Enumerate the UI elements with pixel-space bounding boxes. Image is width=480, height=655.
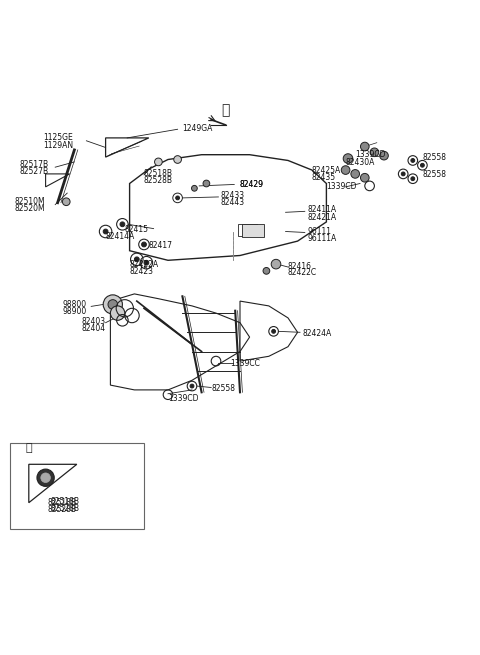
Circle shape <box>343 154 353 163</box>
Text: 82518B: 82518B <box>144 170 173 178</box>
Bar <box>238 224 257 236</box>
Text: 82517B: 82517B <box>19 160 48 169</box>
Text: 82429: 82429 <box>240 180 264 189</box>
Circle shape <box>41 473 50 483</box>
Text: 1125GE: 1125GE <box>43 134 73 142</box>
Text: 82527B: 82527B <box>19 167 48 176</box>
Circle shape <box>203 180 210 187</box>
Text: 82424A: 82424A <box>302 329 332 338</box>
Text: 82422A: 82422A <box>130 259 159 269</box>
Text: 98900: 98900 <box>62 307 87 316</box>
Circle shape <box>263 267 270 274</box>
Circle shape <box>411 177 415 181</box>
Text: Ⓐ: Ⓐ <box>25 443 32 453</box>
Text: 82528B: 82528B <box>50 504 79 514</box>
Text: 98800: 98800 <box>62 300 86 309</box>
Circle shape <box>174 156 181 163</box>
Circle shape <box>155 158 162 166</box>
Text: 82421A: 82421A <box>307 213 336 221</box>
Text: 82429: 82429 <box>240 180 264 189</box>
Circle shape <box>108 299 118 309</box>
Text: 82558: 82558 <box>422 170 446 179</box>
Circle shape <box>110 306 125 320</box>
Text: 1339CD: 1339CD <box>168 394 199 403</box>
Text: 82414A: 82414A <box>106 232 135 241</box>
Circle shape <box>380 151 388 160</box>
Text: 1339CD: 1339CD <box>326 182 357 191</box>
Circle shape <box>103 229 108 234</box>
Circle shape <box>120 222 125 227</box>
Circle shape <box>134 257 139 262</box>
Circle shape <box>272 329 276 333</box>
Text: 96111: 96111 <box>307 227 331 236</box>
Text: 82558: 82558 <box>422 153 446 162</box>
Circle shape <box>62 198 70 206</box>
Text: 82518B: 82518B <box>48 498 77 507</box>
Text: 1339CC: 1339CC <box>230 359 260 368</box>
Circle shape <box>271 259 281 269</box>
Text: 82416: 82416 <box>288 261 312 271</box>
Circle shape <box>37 469 54 487</box>
Bar <box>242 224 264 237</box>
Text: 82415: 82415 <box>125 225 149 234</box>
Text: 96111A: 96111A <box>307 234 336 243</box>
Circle shape <box>103 295 122 314</box>
Circle shape <box>360 174 369 182</box>
Text: 1129AN: 1129AN <box>43 141 73 149</box>
Circle shape <box>360 142 369 151</box>
Text: 82403: 82403 <box>82 317 106 326</box>
Text: 82425A: 82425A <box>312 166 341 175</box>
Text: 1339CD: 1339CD <box>355 150 386 159</box>
Text: 82510M: 82510M <box>14 197 45 206</box>
Text: 82430A: 82430A <box>346 159 375 168</box>
Circle shape <box>370 148 379 157</box>
Circle shape <box>142 242 146 247</box>
Text: 82433: 82433 <box>221 191 245 200</box>
Circle shape <box>144 260 149 265</box>
Circle shape <box>176 196 180 200</box>
Circle shape <box>411 159 415 162</box>
Text: 82528B: 82528B <box>144 176 173 185</box>
Circle shape <box>341 166 350 174</box>
Circle shape <box>401 172 405 176</box>
Text: 82417: 82417 <box>149 242 173 250</box>
Text: 82518B: 82518B <box>50 497 79 506</box>
Circle shape <box>351 170 360 178</box>
Text: 82443: 82443 <box>221 198 245 207</box>
Text: 82528B: 82528B <box>48 506 77 514</box>
Text: 82423: 82423 <box>130 267 154 276</box>
Text: 82404: 82404 <box>82 324 106 333</box>
Text: 82520M: 82520M <box>14 204 45 213</box>
Circle shape <box>420 163 424 167</box>
Text: 1249GA: 1249GA <box>182 124 213 133</box>
Text: Ⓐ: Ⓐ <box>221 103 230 117</box>
Text: 82411A: 82411A <box>307 206 336 214</box>
Circle shape <box>192 185 197 191</box>
Text: 82435: 82435 <box>312 173 336 181</box>
Text: 82422C: 82422C <box>288 269 317 277</box>
Circle shape <box>190 384 194 388</box>
Text: 82558: 82558 <box>211 384 235 394</box>
